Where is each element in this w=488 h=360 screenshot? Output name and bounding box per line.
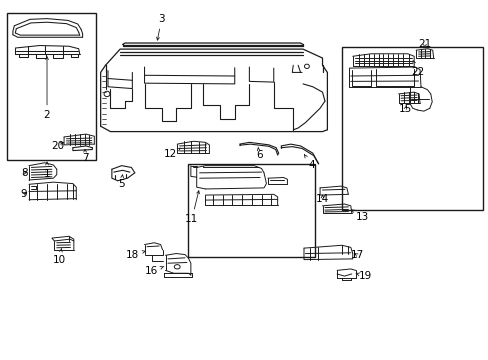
Text: 22: 22 <box>410 61 424 77</box>
Bar <box>188 164 315 257</box>
Text: 4: 4 <box>304 155 314 170</box>
Bar <box>6 13 96 160</box>
Text: 14: 14 <box>315 194 328 204</box>
Text: 9: 9 <box>21 189 27 199</box>
Text: 11: 11 <box>185 191 199 224</box>
Text: 18: 18 <box>125 249 145 260</box>
Text: 10: 10 <box>53 249 65 265</box>
Text: 13: 13 <box>351 210 368 221</box>
Text: 15: 15 <box>398 104 411 114</box>
Text: 6: 6 <box>255 147 262 160</box>
Text: 8: 8 <box>21 168 27 178</box>
Text: 20: 20 <box>52 140 65 150</box>
Text: 21: 21 <box>417 40 430 49</box>
Text: 17: 17 <box>350 250 364 260</box>
Text: 1: 1 <box>43 162 50 179</box>
Bar <box>341 47 483 211</box>
Text: 19: 19 <box>355 271 371 281</box>
Text: 2: 2 <box>43 57 50 121</box>
Text: 3: 3 <box>156 14 164 40</box>
Text: 7: 7 <box>81 149 88 163</box>
Text: 12: 12 <box>163 148 180 159</box>
Text: 16: 16 <box>145 266 163 276</box>
Text: 5: 5 <box>118 175 124 189</box>
